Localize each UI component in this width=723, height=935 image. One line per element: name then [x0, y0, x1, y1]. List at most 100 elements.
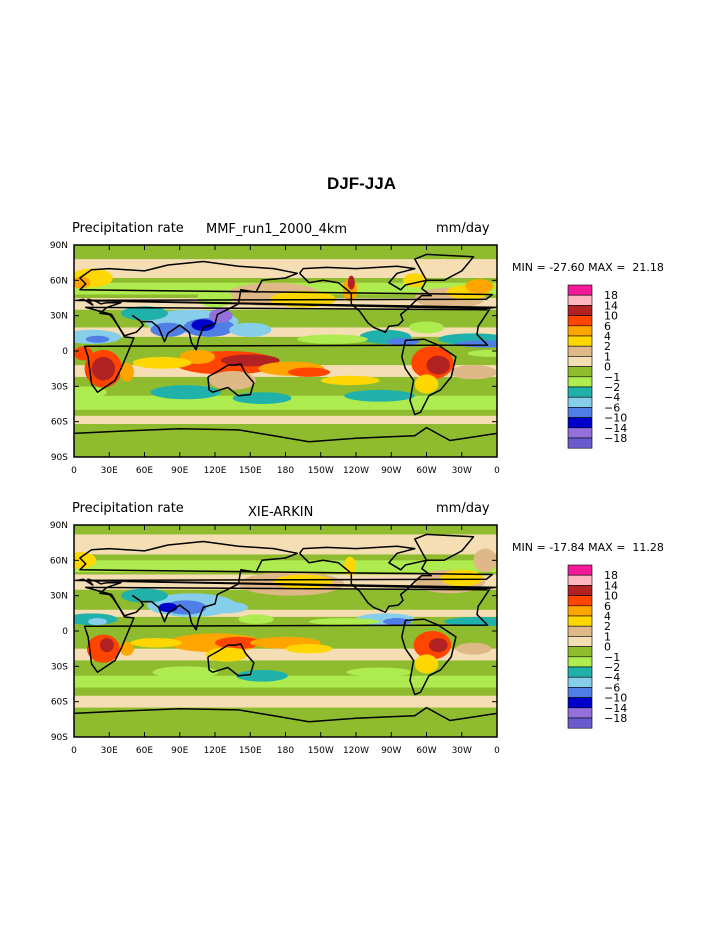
precip-contour	[473, 548, 497, 573]
precip-contour	[444, 616, 497, 627]
precip-contour	[99, 638, 114, 653]
x-tick-label: 120W	[343, 466, 369, 476]
precip-contour	[383, 618, 412, 626]
y-tick-label: 90N	[50, 521, 68, 531]
max-label: MAX =	[588, 261, 629, 274]
precip-contour	[209, 371, 257, 390]
x-tick-label: 150E	[239, 466, 262, 476]
precip-contour	[287, 367, 331, 377]
coastline	[74, 706, 497, 723]
x-tick-label: 180	[277, 466, 294, 476]
precip-contour	[130, 638, 183, 648]
coastline	[298, 545, 432, 613]
precip-contour	[205, 647, 248, 662]
x-tick-label: 0	[494, 466, 500, 476]
max-value: 21.18	[632, 261, 664, 274]
legend-swatch	[567, 284, 593, 296]
legend-swatch	[567, 707, 593, 719]
x-tick-label: 120E	[204, 466, 227, 476]
y-tick-label: 30S	[51, 662, 68, 672]
precip-band	[74, 609, 497, 617]
y-tick-label: 60S	[51, 698, 68, 708]
legend-swatch	[567, 366, 593, 378]
min-value: -17.84	[549, 541, 585, 554]
max-label: MAX =	[588, 541, 629, 554]
precip-contour	[273, 574, 333, 589]
precip-contour	[346, 667, 413, 677]
x-tick-label: 30W	[452, 466, 472, 476]
legend-swatch	[567, 417, 593, 429]
x-tick-label: 60W	[416, 746, 436, 756]
min-label: MIN =	[512, 541, 550, 554]
precip-contour	[238, 614, 274, 624]
legend-swatch	[567, 574, 593, 586]
coastline	[74, 540, 497, 631]
legend-swatch	[567, 386, 593, 398]
legend-swatch	[567, 437, 593, 449]
y-tick-label: 0	[62, 347, 68, 357]
legend-label: 6	[604, 320, 611, 333]
precip-band	[74, 675, 497, 688]
precip-contour	[320, 375, 380, 386]
legend-label: −14	[604, 702, 627, 715]
legend-label: 0	[604, 641, 611, 654]
precip-contour	[74, 276, 91, 289]
legend-swatch	[567, 335, 593, 347]
precip-contour	[428, 638, 448, 653]
precip-band	[74, 415, 497, 425]
precip-contour	[74, 386, 107, 399]
precip-contour	[347, 275, 355, 290]
legend-label: 2	[604, 620, 611, 633]
coastline	[414, 533, 475, 562]
precip-contour	[220, 354, 280, 367]
legend-label: −4	[604, 391, 620, 404]
precip-contour	[209, 308, 233, 323]
coastline	[207, 363, 255, 397]
legend-swatch	[567, 315, 593, 327]
x-tick-label: 30E	[101, 466, 118, 476]
legend-label: −1	[604, 371, 620, 384]
legend-swatch	[567, 294, 593, 306]
precip-contour	[236, 669, 288, 682]
legend-swatch	[567, 676, 593, 688]
precip-contour	[205, 601, 248, 614]
units-label: mm/day	[436, 221, 490, 236]
precip-contour	[121, 588, 168, 603]
variable-label: Precipitation rate	[72, 221, 184, 236]
legend-swatch	[567, 687, 593, 698]
map-panel-model: Precipitation rate MMF_run1_2000_4km mm/…	[0, 215, 723, 485]
x-tick-label: 30W	[452, 746, 472, 756]
x-tick-label: 30E	[101, 746, 118, 756]
x-tick-label: 60E	[136, 466, 153, 476]
precip-contour	[74, 346, 93, 361]
y-tick-label: 60N	[50, 276, 68, 286]
min-max-readout: MIN = -27.60 MAX = 21.18	[512, 261, 664, 274]
y-tick-label: 90S	[51, 453, 68, 463]
legend-swatch	[567, 636, 593, 647]
coastline	[74, 260, 497, 351]
precip-contour	[74, 552, 97, 569]
precip-map: 0 30E 60E 90E 120E 150E 180 150W 120W 90W 60W 30W 09…	[50, 241, 627, 476]
x-tick-label: 150E	[239, 746, 262, 756]
coastlines	[74, 533, 497, 723]
x-tick-label: 120E	[204, 746, 227, 756]
legend-swatch	[567, 564, 593, 576]
legend-label: −2	[604, 381, 620, 394]
precip-contour	[455, 642, 492, 655]
legend-swatch	[567, 656, 593, 668]
precip-contour	[158, 602, 178, 613]
precip-band	[74, 695, 497, 708]
precip-contour	[150, 385, 221, 400]
x-tick-label: 90E	[171, 746, 188, 756]
precip-band	[74, 435, 497, 457]
precip-contour	[132, 356, 192, 369]
precip-contour	[229, 322, 272, 337]
legend-label: 0	[604, 361, 611, 374]
legend-swatch	[567, 356, 593, 367]
legend-label: −10	[604, 412, 627, 425]
precip-band	[74, 715, 497, 737]
variable-label: Precipitation rate	[72, 501, 184, 516]
x-tick-label: 180	[277, 746, 294, 756]
